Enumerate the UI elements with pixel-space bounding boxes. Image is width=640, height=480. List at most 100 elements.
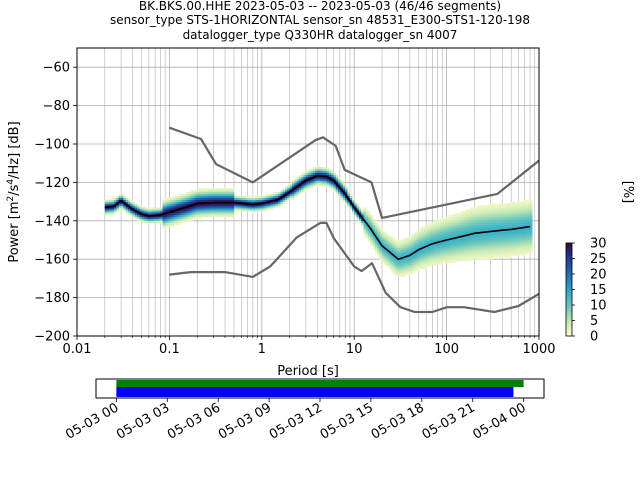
histogram-cell: [234, 197, 237, 200]
histogram-cell: [379, 253, 383, 256]
histogram-cell: [317, 178, 320, 181]
histogram-cell: [502, 245, 505, 248]
histogram-cell: [213, 213, 216, 216]
histogram-cell: [405, 264, 408, 268]
histogram-cell: [167, 218, 170, 221]
histogram-cell: [268, 207, 272, 210]
histogram-cell: [238, 205, 242, 208]
histogram-cell: [437, 232, 441, 235]
histogram-cell: [469, 240, 473, 243]
histogram-cell: [462, 224, 466, 227]
histogram-cell: [213, 199, 216, 202]
histogram-cell: [171, 199, 175, 202]
histogram-cell: [474, 257, 478, 260]
histogram-cell: [490, 245, 494, 248]
histogram-cell: [525, 207, 528, 210]
histogram-cell: [497, 249, 501, 252]
histogram-cell: [485, 243, 489, 246]
histogram-cell: [409, 249, 413, 252]
histogram-cell: [296, 193, 300, 197]
histogram-cell: [358, 209, 362, 212]
histogram-cell: [432, 238, 436, 241]
histogram-cell: [243, 195, 247, 198]
histogram-cell: [529, 236, 533, 239]
histogram-cell: [485, 257, 489, 260]
histogram-cell: [398, 270, 401, 273]
histogram-cell: [506, 216, 510, 220]
histogram-cell: [116, 195, 119, 198]
histogram-cell: [400, 274, 404, 277]
histogram-cell: [365, 213, 369, 216]
histogram-cell: [386, 240, 390, 243]
histogram-cell: [167, 224, 170, 227]
histogram-cell: [224, 197, 228, 200]
histogram-cell: [439, 257, 443, 260]
histogram-cell: [453, 215, 457, 218]
histogram-cell: [453, 216, 457, 220]
histogram-cell: [167, 205, 170, 208]
histogram-cell: [308, 184, 311, 187]
histogram-cell: [171, 197, 175, 200]
histogram-cell: [211, 192, 214, 195]
histogram-cell: [215, 195, 219, 198]
histogram-cell: [257, 197, 260, 200]
histogram-cell: [483, 238, 487, 241]
histogram-cell: [460, 241, 464, 245]
histogram-cell: [278, 205, 281, 208]
histogram-cell: [511, 253, 514, 256]
histogram-cell: [499, 236, 503, 239]
histogram-cell: [421, 230, 424, 233]
histogram-cell: [474, 209, 478, 212]
histogram-cell: [522, 201, 526, 204]
histogram-cell: [513, 251, 517, 254]
histogram-cell: [204, 193, 207, 197]
histogram-cell: [335, 190, 339, 193]
histogram-cell: [342, 199, 346, 202]
histogram-cell: [395, 241, 399, 245]
histogram-cell: [495, 216, 498, 220]
histogram-cell: [328, 170, 332, 173]
histogram-cell: [167, 213, 170, 216]
histogram-cell: [139, 205, 143, 208]
histogram-cell: [409, 255, 413, 258]
histogram-cell: [370, 232, 374, 235]
histogram-cell: [393, 259, 397, 262]
histogram-cell: [460, 216, 464, 220]
histogram-cell: [324, 182, 327, 185]
histogram-cell: [430, 232, 434, 235]
histogram-cell: [326, 172, 330, 175]
histogram-cell: [109, 211, 113, 214]
histogram-cell: [169, 220, 173, 223]
histogram-cell: [495, 232, 498, 235]
histogram-cell: [213, 203, 216, 206]
histogram-cell: [368, 232, 371, 235]
histogram-cell: [488, 220, 491, 223]
histogram-cell: [462, 226, 466, 229]
histogram-cell: [444, 245, 447, 248]
histogram-cell: [502, 232, 505, 235]
histogram-cell: [215, 207, 219, 210]
histogram-cell: [472, 226, 475, 229]
histogram-cell: [157, 211, 161, 214]
histogram-cell: [130, 213, 133, 216]
histogram-cell: [375, 247, 378, 250]
histogram-cell: [421, 261, 424, 264]
histogram-cell: [365, 234, 369, 237]
histogram-cell: [509, 211, 512, 214]
histogram-cell: [522, 199, 526, 202]
histogram-cell: [220, 207, 223, 210]
histogram-cell: [414, 232, 417, 235]
histogram-cell: [321, 170, 325, 173]
histogram-cell: [204, 203, 207, 206]
histogram-cell: [449, 228, 452, 231]
colorbar-tick-label: 5: [590, 314, 598, 329]
histogram-cell: [520, 201, 524, 204]
histogram-cell: [317, 180, 320, 183]
histogram-cell: [351, 211, 355, 214]
histogram-cell: [199, 193, 203, 197]
histogram-cell: [377, 234, 381, 237]
histogram-cell: [460, 255, 464, 258]
histogram-cell: [446, 255, 450, 258]
histogram-cell: [301, 184, 304, 187]
